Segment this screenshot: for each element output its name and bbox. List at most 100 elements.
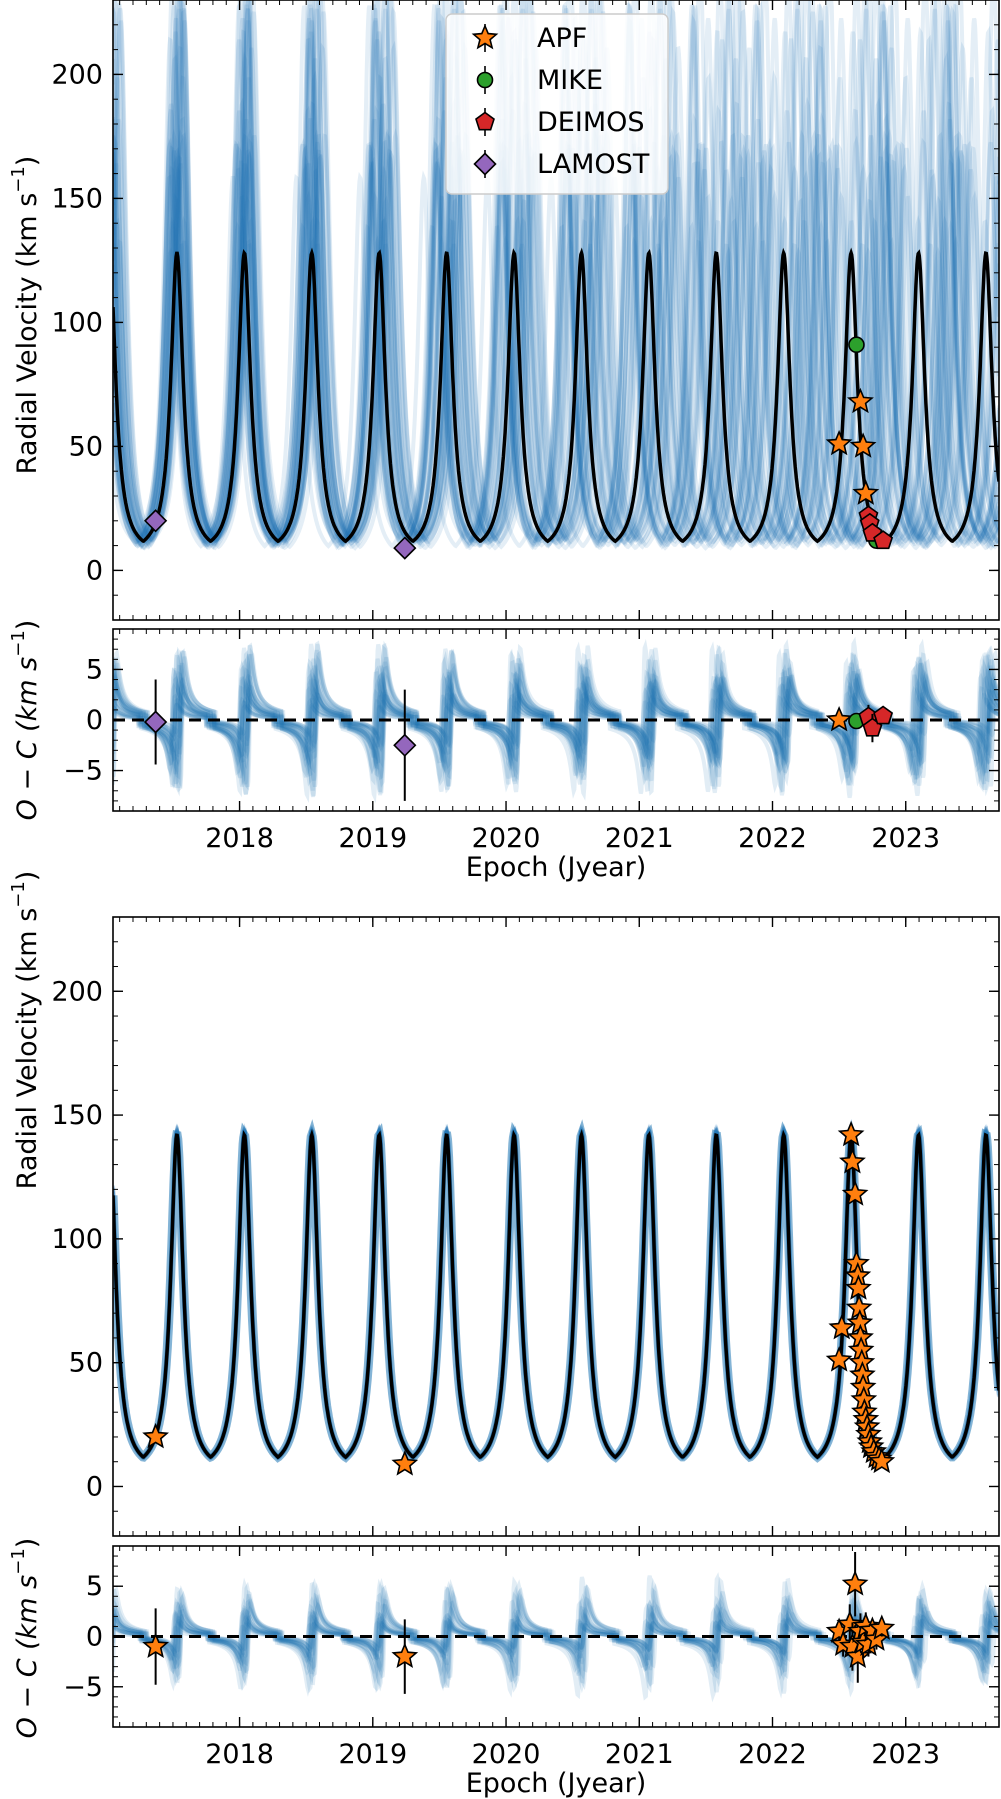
apf-point [868,1447,896,1474]
posterior-curve [113,8,999,542]
x-tick-label: 2020 [472,1739,541,1770]
residual-curve [113,1584,999,1689]
y-tick-label: 5 [86,1571,103,1602]
y-tick-label: 100 [51,307,103,338]
residual-curve [113,671,999,771]
apf-point [391,1450,419,1476]
residual-curve [113,647,999,789]
apf-point [825,1346,853,1372]
posterior-curve [113,0,999,545]
posterior-curve [113,137,999,537]
lamost-point [393,536,417,560]
apf-point [142,1422,169,1449]
bottom-xlabel: Epoch (Jyear) [466,1768,647,1799]
residual-curve [113,640,999,797]
top-rv-panel: 0 50 100 150 200 [51,0,1000,621]
apf-point [839,1147,866,1174]
posterior-curve [113,143,999,549]
legend-label-mike: MIKE [537,65,603,96]
apf-residual [391,1642,419,1668]
posterior-curve [113,127,999,550]
y-tick-label: 50 [69,1348,103,1379]
x-tick-label: 2019 [338,823,407,854]
x-tick-label: 2022 [738,823,807,854]
posterior-curve [113,0,999,548]
legend-label-apf: APF [537,23,587,54]
posterior-curve [113,242,999,546]
residual-curve [113,636,999,799]
residual-curve [113,669,999,772]
apf-residual [841,1570,869,1596]
posterior-curve [113,5,999,538]
y-tick-label: −5 [63,756,103,787]
apf-residual [844,1642,872,1668]
residual-curve [113,693,999,746]
posterior-curve [113,0,999,551]
lamost-residual [393,733,417,757]
lamost-point [143,509,168,533]
apf-residual [868,1614,896,1640]
residual-curve [113,651,999,791]
residual-curve [113,682,999,758]
apf-point [847,387,874,414]
apf-point [825,429,853,456]
residual-curve [113,652,999,794]
top-res-ylabel: O − C (km s−1) [8,620,43,821]
x-tick-label: 2018 [205,1739,274,1770]
y-tick-label: 150 [51,1100,103,1131]
posterior-curve [113,0,999,548]
x-tick-label: 2023 [871,1739,940,1770]
posterior-curve [113,0,999,549]
legend-box [445,13,669,195]
y-tick-label: 50 [69,431,103,462]
posterior-curve [113,189,999,548]
model-group [113,247,999,544]
legend-label-deimos: DEIMOS [537,107,645,138]
residual-curve [113,1577,999,1694]
residual-curve [113,643,999,801]
y-tick-label: 5 [86,654,103,685]
y-tick-label: −5 [63,1672,103,1703]
deimos-point [873,530,894,550]
bottom-rv-panel: 0 50 100 150 200 [51,916,1000,1537]
y-tick-label: 150 [51,183,103,214]
bottom-residual-panel: −5 0 5 2018 2019 2020 2021 2022 2023 [63,1545,1000,1770]
x-tick-label: 2022 [738,1739,807,1770]
mike-point [848,336,865,354]
residual-curve [113,644,999,794]
legend-marker-lamost [473,152,497,176]
y-tick-label: 200 [51,976,103,1007]
residual-curve [113,681,999,759]
legend-marker-deimos [475,111,495,131]
posterior-curve [113,111,999,542]
residual-curve [113,1572,999,1703]
posterior-curve [113,234,999,543]
y-tick-label: 0 [86,705,103,736]
y-tick-label: 100 [51,1224,103,1255]
residual-curve [113,657,999,783]
posterior-curve [113,13,999,545]
posterior-curve [113,136,999,545]
apf-point [841,1180,869,1206]
residual-curve [113,640,999,798]
apf-residual [825,705,853,732]
posterior-curve [113,194,999,550]
posterior-curve [113,143,999,543]
residual-curve [113,644,999,794]
residual-curve [113,691,999,750]
posterior-curve [113,127,999,545]
posterior-curve [113,169,999,550]
posterior-curve [113,128,999,543]
posterior-curve [113,69,999,542]
posterior-curve [113,13,999,544]
y-tick-label: 0 [86,1622,103,1653]
posterior-curve [113,246,999,545]
x-tick-label: 2023 [871,823,940,854]
legend-marker-mike [476,71,494,89]
residual-curve [113,646,999,793]
y-tick-label: 0 [86,555,103,586]
residual-curve [113,650,999,787]
x-tick-label: 2021 [605,823,674,854]
bottom-res-ylabel: O − C (km s−1) [8,1538,43,1739]
posterior-curve [113,219,999,541]
